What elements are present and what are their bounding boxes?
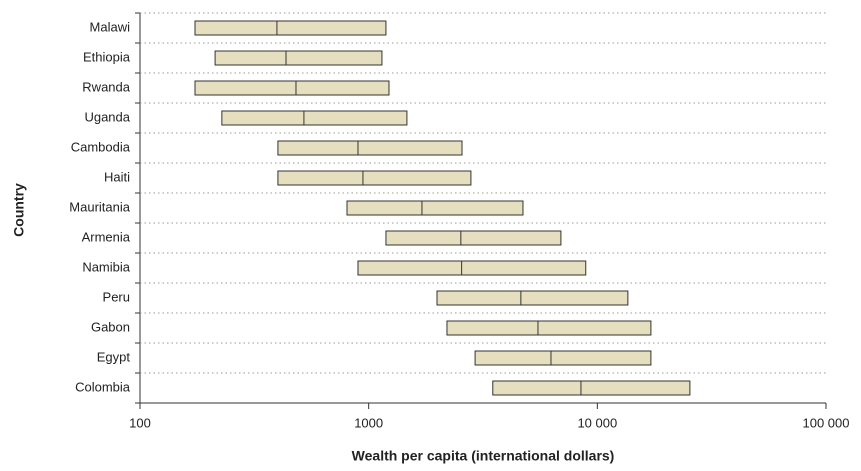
y-tick-label: Haiti <box>104 169 130 184</box>
y-tick-label: Uganda <box>84 109 130 124</box>
range-bar <box>194 20 387 36</box>
y-tick-label: Peru <box>103 289 130 304</box>
y-axis-title: Country <box>11 183 27 237</box>
range-bar <box>446 320 652 336</box>
range-bar <box>221 110 408 126</box>
y-tick-label: Mauritania <box>69 199 130 214</box>
range-bar <box>346 200 524 216</box>
range-bar <box>492 380 691 396</box>
y-tick-label: Malawi <box>90 19 131 34</box>
range-bar <box>214 50 383 66</box>
range-bar <box>385 230 562 246</box>
y-tick-label: Ethiopia <box>83 49 131 64</box>
y-tick-label: Cambodia <box>71 139 131 154</box>
x-tick-label: 10 000 <box>577 415 617 430</box>
range-bar <box>474 350 652 366</box>
y-tick-label: Rwanda <box>82 79 130 94</box>
x-tick-label: 100 <box>129 415 151 430</box>
range-bar <box>194 80 390 96</box>
range-bar <box>277 140 463 156</box>
y-tick-label: Egypt <box>97 349 131 364</box>
x-tick-label: 1000 <box>354 415 383 430</box>
x-axis-title: Wealth per capita (international dollars… <box>352 448 615 464</box>
range-bar <box>357 260 587 276</box>
range-bar <box>436 290 629 306</box>
range-bar <box>277 170 472 186</box>
y-tick-label: Colombia <box>75 379 131 394</box>
y-tick-label: Gabon <box>91 319 130 334</box>
y-tick-label: Namibia <box>82 259 130 274</box>
x-tick-label: 100 000 <box>803 415 850 430</box>
y-tick-label: Armenia <box>82 229 131 244</box>
